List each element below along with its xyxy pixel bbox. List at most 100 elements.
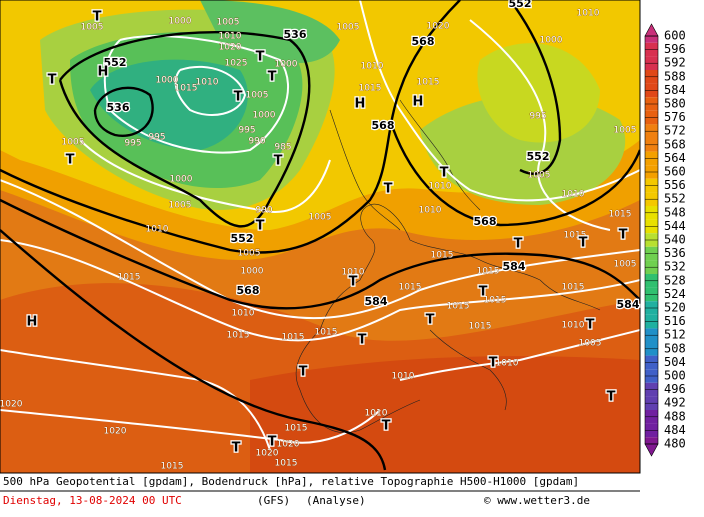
isobar-label: 1005 [169, 201, 192, 211]
pressure-system: T [66, 153, 75, 168]
isobar-label: 1010 [562, 190, 585, 200]
isobar-label: 1000 [241, 267, 264, 277]
pressure-system: T [579, 236, 588, 251]
footer-source: © www.wetter3.de [484, 494, 590, 507]
colorbar-cap [644, 23, 659, 37]
cold-field [477, 43, 600, 143]
colorbar-label: 544 [664, 219, 686, 233]
colorbar-label: 480 [664, 437, 686, 451]
isobar-label: 1020 [104, 427, 127, 437]
colorbar-label: 588 [664, 69, 686, 83]
map-field [0, 0, 640, 473]
isobar-label: 1005 [579, 339, 602, 349]
pressure-system: T [440, 166, 449, 181]
height-label: 552 [509, 0, 532, 10]
colorbar-label: 564 [664, 151, 686, 165]
isobar-label: 995 [238, 126, 255, 136]
isobar-label: 1010 [562, 321, 585, 331]
colorbar-label: 520 [664, 301, 686, 315]
isobar-label: 1010 [392, 372, 415, 382]
isobar-label: 995 [148, 133, 165, 143]
height-label: 584 [617, 298, 640, 311]
colorbar-label: 568 [664, 137, 686, 151]
pressure-system: T [274, 154, 283, 169]
isobar-label: 1000 [540, 36, 563, 46]
isobar-label: 1000 [275, 60, 298, 70]
colorbar-label: 580 [664, 97, 686, 111]
isobar-label: 1010 [232, 309, 255, 319]
colorbar-label: 504 [664, 355, 686, 369]
colorbar-label: 532 [664, 260, 686, 274]
colorbar-cell [645, 437, 658, 444]
pressure-system: H [27, 315, 38, 330]
height-label: 536 [107, 101, 130, 114]
isobar-label: 1005 [614, 126, 637, 136]
pressure-system: T [48, 73, 57, 88]
height-label: 568 [237, 284, 260, 297]
cold-field [200, 0, 340, 64]
pressure-system: H [413, 95, 424, 110]
colorbar-label: 584 [664, 83, 686, 97]
isobar-label: 1015 [399, 283, 422, 293]
pressure-system: T [382, 419, 391, 434]
colorbar-label: 552 [664, 192, 686, 206]
isobar-label: 1015 [227, 331, 250, 341]
isobar-label: 1015 [469, 322, 492, 332]
warm-field [250, 356, 640, 473]
colorbar-label: 560 [664, 165, 686, 179]
cold-field [90, 59, 248, 150]
isobar-label: 995 [529, 112, 546, 122]
colorbar-label: 596 [664, 42, 686, 56]
isobar-label: 1020 [277, 440, 300, 450]
pressure-system: T [479, 285, 488, 300]
pressure-system: T [349, 275, 358, 290]
isobar-label: 1010 [577, 9, 600, 19]
height-label: 568 [372, 119, 395, 132]
footer-model: (GFS) [257, 494, 290, 507]
colorbar-label: 484 [664, 423, 686, 437]
height-label: 584 [503, 260, 526, 273]
colorbar-label: 524 [664, 287, 686, 301]
pressure-system: T [268, 435, 277, 450]
pressure-system: T [234, 90, 243, 105]
isobar-label: 1005 [81, 23, 104, 33]
isobar-label: 1015 [477, 267, 500, 277]
isobar-label: 1015 [315, 328, 338, 338]
pressure-system: T [358, 333, 367, 348]
isobar-label: 1005 [62, 138, 85, 148]
footer-panel [0, 474, 640, 513]
height-label: 584 [365, 295, 388, 308]
isobar-label: 1020 [427, 22, 450, 32]
footer-description: 500 hPa Geopotential [gpdam], Bodendruck… [3, 475, 579, 488]
isobar-label: 1015 [484, 296, 507, 306]
pressure-system: T [607, 390, 616, 405]
isobar-label: 990 [248, 137, 265, 147]
height-contours [0, 0, 640, 471]
isobar-label: 990 [255, 206, 272, 216]
pressure-system: T [232, 441, 241, 456]
colorbar-cell [645, 36, 658, 43]
isobar-label: 1010 [419, 206, 442, 216]
isobar-label: 1005 [337, 23, 360, 33]
colorbar-label: 500 [664, 369, 686, 383]
isobar-label: 1015 [285, 424, 308, 434]
pressure-system: H [355, 97, 366, 112]
isobar-label: 1005 [528, 171, 551, 181]
isobar-label: 1015 [275, 459, 298, 469]
isobar-label: 1010 [496, 359, 519, 369]
isobar-label: 1010 [365, 409, 388, 419]
pressure-system: T [489, 356, 498, 371]
pressure-system: T [619, 228, 628, 243]
height-label: 552 [527, 150, 550, 163]
height-label: 568 [474, 215, 497, 228]
isobar-label: 1020 [0, 400, 23, 410]
colorbar-label: 488 [664, 409, 686, 423]
isobar-label: 1005 [246, 91, 269, 101]
height-label: 568 [412, 35, 435, 48]
isobar-label: 1005 [238, 249, 261, 259]
pressure-system: T [268, 70, 277, 85]
isobar-label: 1010 [342, 268, 365, 278]
colorbar-label: 508 [664, 341, 686, 355]
pressure-system: T [426, 313, 435, 328]
